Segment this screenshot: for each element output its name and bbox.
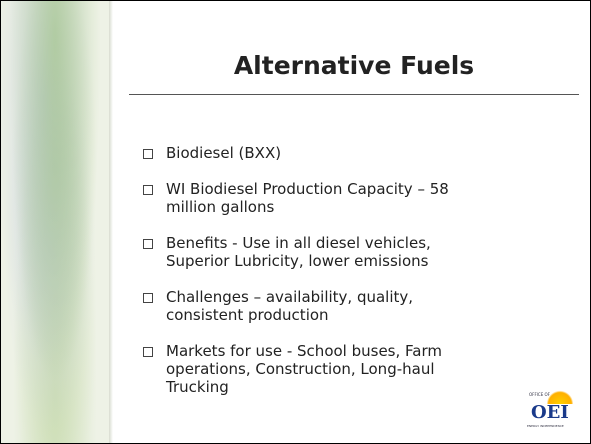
logo-bottom: ENERGY INDEPENDENCE (527, 424, 564, 428)
logo: OFFICE OF OEI ENERGY INDEPENDENCE (527, 388, 579, 430)
slide: Alternative Fuels Biodiesel (BXX) WI Biod… (0, 0, 591, 444)
bullet-box (143, 347, 153, 357)
strip-edge (109, 1, 113, 443)
bullet: WI Biodiesel Production Capacity – 58 mi… (143, 180, 458, 216)
bullet: Benefits - Use in all diesel vehicles, S… (143, 234, 458, 270)
bullet: Challenges – availability, quality, cons… (143, 288, 458, 324)
bullet-box (143, 239, 153, 249)
title-rule (129, 94, 579, 95)
photo-strip (1, 1, 109, 443)
bullet: Biodiesel (BXX) (143, 144, 458, 162)
bullet-list: Biodiesel (BXX) WI Biodiesel Production C… (143, 144, 458, 414)
logo-name: OEI (531, 402, 569, 423)
bullet-text: Biodiesel (BXX) (166, 144, 281, 162)
bullet-text: WI Biodiesel Production Capacity – 58 mi… (166, 180, 449, 216)
bullet-text: Benefits - Use in all diesel vehicles, S… (166, 234, 431, 270)
bullet-text: Challenges – availability, quality, cons… (166, 288, 413, 324)
logo-top: OFFICE OF (529, 392, 550, 397)
bullet-box (143, 149, 153, 159)
bullet-box (143, 293, 153, 303)
bullet-text: Markets for use - School buses, Farm ope… (166, 342, 442, 396)
slide-title: Alternative Fuels (129, 51, 579, 80)
bullet: Markets for use - School buses, Farm ope… (143, 342, 458, 396)
bullet-box (143, 185, 153, 195)
